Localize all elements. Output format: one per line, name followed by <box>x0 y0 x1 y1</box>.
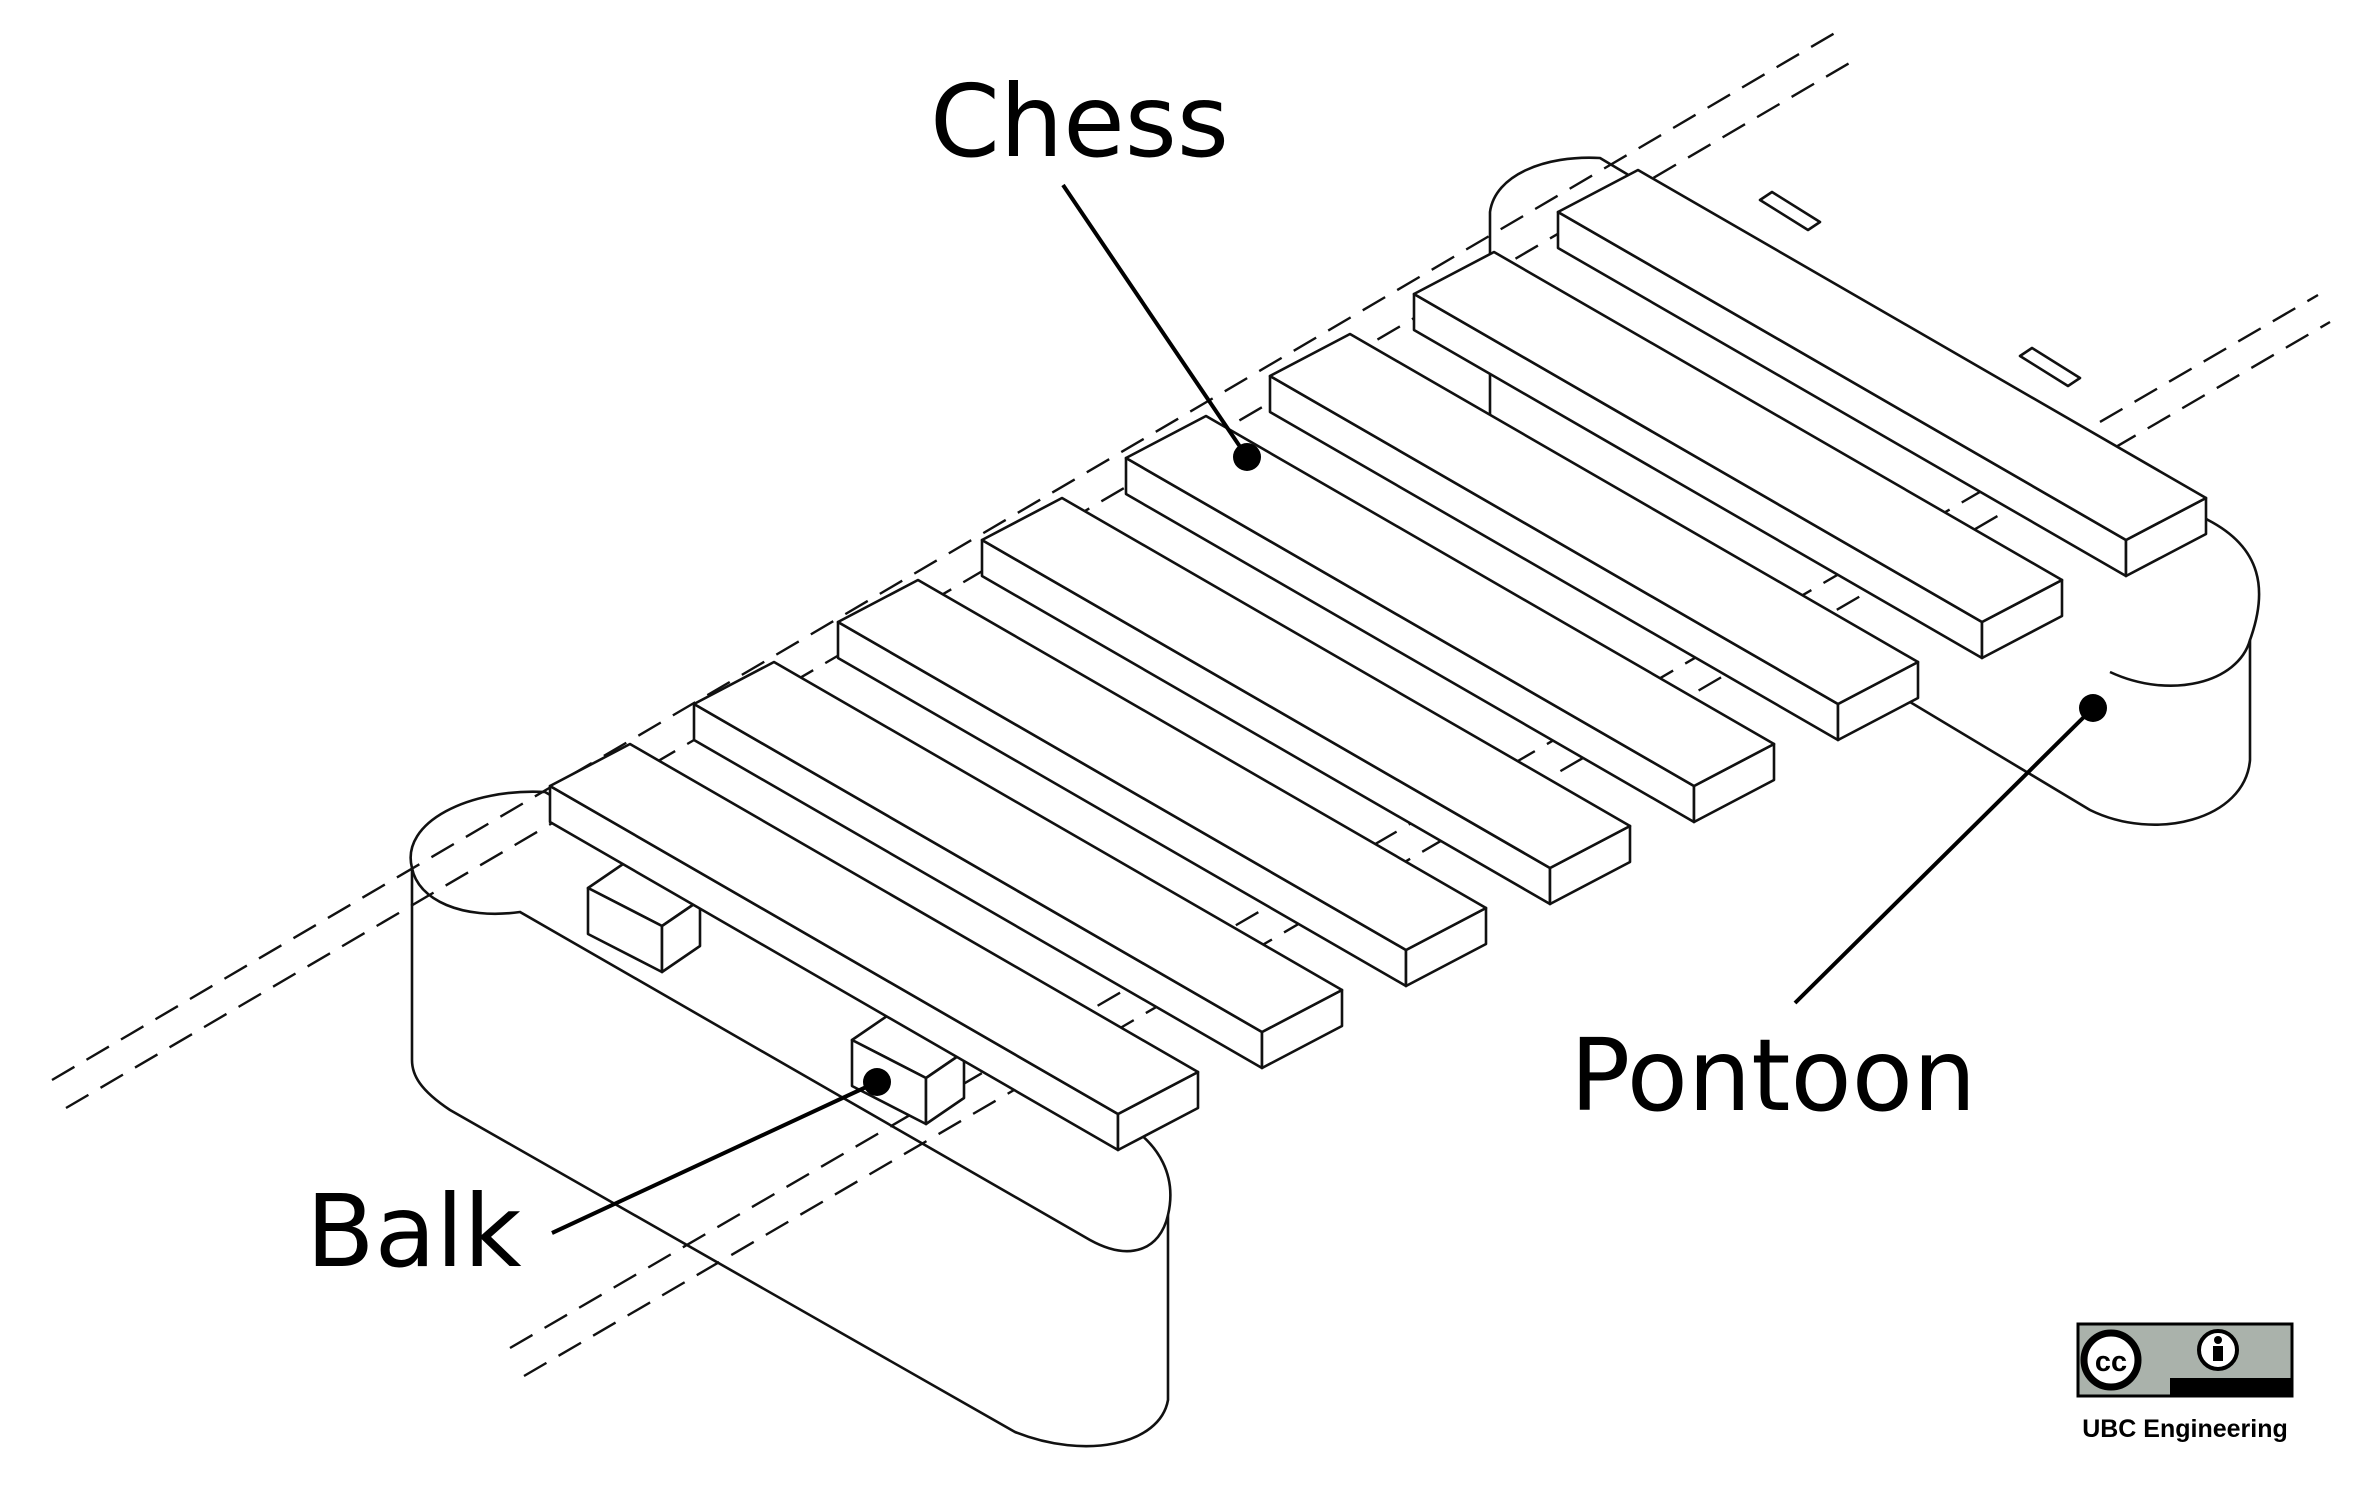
organization-credit: UBC Engineering <box>2082 1415 2288 1443</box>
balk-leader <box>551 1080 878 1235</box>
cc-by-license-badge: cc BY <box>2076 1322 2294 1398</box>
pontoon-leader <box>1793 706 2095 1005</box>
balk-block-back <box>586 860 702 974</box>
chess-plank <box>692 660 1344 1070</box>
chess-dot <box>1233 443 1261 471</box>
balk-label: Balk <box>306 1173 522 1290</box>
pontoon-front <box>409 790 1172 1448</box>
pontoon-cleats <box>1758 190 2082 388</box>
chess-plank <box>1124 414 1776 824</box>
balk-callout: Balk <box>306 1068 891 1290</box>
pontoon-callout: Pontoon <box>1570 694 2107 1134</box>
pontoon-dot <box>2079 694 2107 722</box>
cc-icon <box>2080 1329 2142 1391</box>
chess-plank <box>980 496 1632 906</box>
chess-callout: Chess <box>930 63 1261 471</box>
chess-plank <box>548 742 1200 1152</box>
license-by: BY <box>2221 1380 2241 1396</box>
chess-plank <box>1412 250 2064 660</box>
cc-mark: cc <box>2095 1346 2127 1378</box>
chess-plank <box>1556 168 2208 578</box>
chess-plank <box>836 578 1488 988</box>
pontoon-label: Pontoon <box>1570 1017 1976 1134</box>
balk-dot <box>863 1068 891 1096</box>
chess-planks <box>548 168 2208 1152</box>
chess-leader <box>1061 183 1249 459</box>
chess-plank <box>1268 332 1920 742</box>
chess-label: Chess <box>930 63 1229 180</box>
